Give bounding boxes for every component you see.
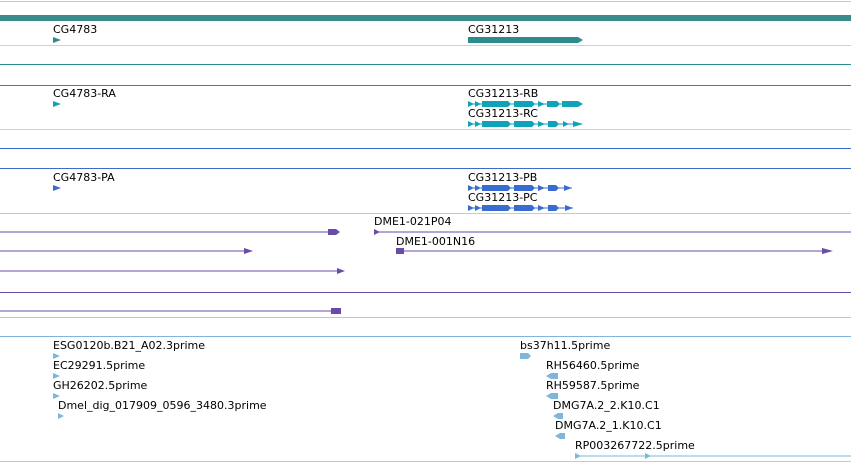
clone-track [0,229,851,314]
est-feature-rp003267722[interactable] [575,453,851,459]
clone-label-dme1-021p04[interactable]: DME1-021P04 [374,215,452,228]
est-feature-rh56460[interactable] [546,373,558,379]
clone-feature[interactable] [0,268,345,274]
est-feature-gh26202[interactable] [53,393,60,399]
est-label-dmg7a-2-2[interactable]: DMG7A.2_2.K10.C1 [553,399,660,412]
gene-track [53,37,583,43]
protein-track [53,185,573,211]
protein-label-cg31213-pc[interactable]: CG31213-PC [468,191,538,204]
est-label-esg0120b[interactable]: ESG0120b.B21_A02.3prime [53,339,206,352]
est-label-dmg7a-2-1[interactable]: DMG7A.2_1.K10.C1 [555,419,662,432]
protein-label-cg31213-pb[interactable]: CG31213-PB [468,171,538,184]
gene-label-cg31213[interactable]: CG31213 [468,23,520,36]
est-feature-rh59587[interactable] [546,393,558,399]
transcript-label-cg31213-rb[interactable]: CG31213-RB [468,87,539,100]
clone-label-dme1-001n16[interactable]: DME1-001N16 [396,235,476,248]
transcript-feature-cg31213-rc[interactable] [468,121,583,127]
est-label-dmel-dig[interactable]: Dmel_dig_017909_0596_3480.3prime [58,399,267,412]
est-label-rh56460[interactable]: RH56460.5prime [546,359,640,372]
gene-feature-cg31213[interactable] [468,37,583,43]
clone-feature[interactable] [0,308,341,314]
est-feature-dmel-dig[interactable] [58,413,64,419]
transcript-label-cg31213-rc[interactable]: CG31213-RC [468,107,538,120]
est-feature-ec29291[interactable] [53,373,60,379]
protein-label-cg4783-pa[interactable]: CG4783-PA [53,171,115,184]
est-feature-bs37h11[interactable] [520,353,531,359]
protein-feature-cg4783-pa[interactable] [53,185,61,191]
est-label-ec29291[interactable]: EC29291.5prime [53,359,146,372]
clone-feature[interactable] [0,229,340,235]
transcript-track [53,101,583,127]
clone-feature-dme1-021p04[interactable] [374,229,851,235]
protein-feature-cg31213-pc[interactable] [468,205,573,211]
track-header-bar [0,15,851,21]
transcript-feature-cg31213-rb[interactable] [468,101,583,107]
clone-feature-dme1-001n16[interactable] [396,248,833,254]
est-label-bs37h11[interactable]: bs37h11.5prime [520,339,611,352]
transcript-feature-cg4783-ra[interactable] [53,101,61,107]
est-feature-dmg7a-2-2[interactable] [553,413,563,419]
clone-feature[interactable] [0,248,253,254]
est-track [53,353,851,459]
est-label-rh59587[interactable]: RH59587.5prime [546,379,640,392]
est-feature-dmg7a-2-1[interactable] [555,433,565,439]
transcript-label-cg4783-ra[interactable]: CG4783-RA [53,87,116,100]
est-label-rp003267722[interactable]: RP003267722.5prime [575,439,695,452]
gene-label-cg4783[interactable]: CG4783 [53,23,98,36]
gene-feature-cg4783[interactable] [53,37,61,43]
est-label-gh26202[interactable]: GH26202.5prime [53,379,148,392]
est-feature-esg0120b[interactable] [53,353,60,359]
protein-feature-cg31213-pb[interactable] [468,185,572,191]
